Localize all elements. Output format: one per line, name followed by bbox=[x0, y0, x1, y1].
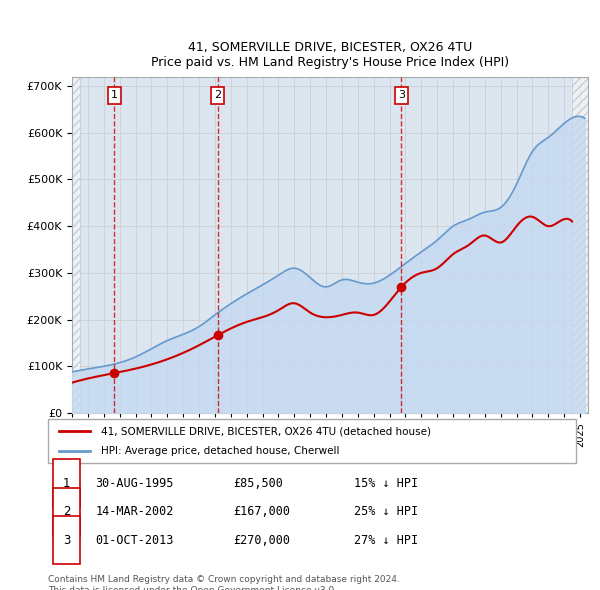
Title: 41, SOMERVILLE DRIVE, BICESTER, OX26 4TU
Price paid vs. HM Land Registry's House: 41, SOMERVILLE DRIVE, BICESTER, OX26 4TU… bbox=[151, 41, 509, 68]
Text: 15% ↓ HPI: 15% ↓ HPI bbox=[354, 477, 418, 490]
Text: 3: 3 bbox=[63, 534, 70, 547]
Text: 2: 2 bbox=[63, 505, 70, 519]
Text: 41, SOMERVILLE DRIVE, BICESTER, OX26 4TU (detached house): 41, SOMERVILLE DRIVE, BICESTER, OX26 4TU… bbox=[101, 427, 431, 436]
Text: 1: 1 bbox=[111, 90, 118, 100]
Text: 2: 2 bbox=[214, 90, 221, 100]
FancyBboxPatch shape bbox=[48, 419, 576, 463]
Bar bbox=[72, 77, 80, 413]
Text: 27% ↓ HPI: 27% ↓ HPI bbox=[354, 534, 418, 547]
Text: £270,000: £270,000 bbox=[233, 534, 290, 547]
Text: 3: 3 bbox=[398, 90, 405, 100]
FancyBboxPatch shape bbox=[53, 460, 80, 507]
Text: 30-AUG-1995: 30-AUG-1995 bbox=[95, 477, 174, 490]
Text: 25% ↓ HPI: 25% ↓ HPI bbox=[354, 505, 418, 519]
Text: Contains HM Land Registry data © Crown copyright and database right 2024.
This d: Contains HM Land Registry data © Crown c… bbox=[48, 575, 400, 590]
Text: 1: 1 bbox=[63, 477, 70, 490]
Text: 01-OCT-2013: 01-OCT-2013 bbox=[95, 534, 174, 547]
FancyBboxPatch shape bbox=[53, 488, 80, 536]
Text: £167,000: £167,000 bbox=[233, 505, 290, 519]
Text: 14-MAR-2002: 14-MAR-2002 bbox=[95, 505, 174, 519]
FancyBboxPatch shape bbox=[53, 516, 80, 564]
Text: HPI: Average price, detached house, Cherwell: HPI: Average price, detached house, Cher… bbox=[101, 446, 340, 455]
Text: £85,500: £85,500 bbox=[233, 477, 283, 490]
